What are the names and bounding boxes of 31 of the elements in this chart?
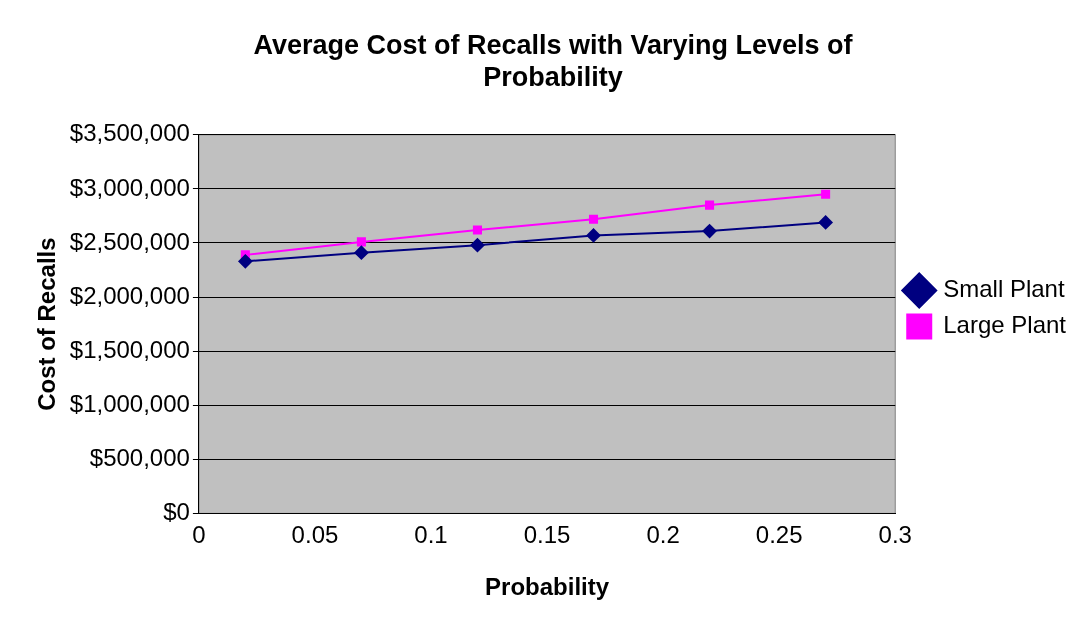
point — [705, 200, 715, 210]
x-tick-label: 0 — [192, 521, 206, 549]
point — [586, 228, 601, 243]
legend-label: Small Plant — [943, 275, 1065, 303]
point — [238, 254, 253, 269]
x-tick-label: 0.1 — [414, 521, 448, 549]
x-tick-label: 0.15 — [523, 521, 571, 549]
y-axis-title: Cost of Recalls — [33, 237, 61, 411]
y-tick-label: $3,000,000 — [69, 173, 190, 201]
x-axis-title: Probability — [485, 573, 610, 601]
x-tick-label: 0.3 — [878, 521, 912, 549]
y-tick-label: $0 — [163, 498, 190, 526]
chart-title: Average Cost of Recalls with Varying Levels of Probability — [253, 29, 854, 93]
y-tick-label: $3,500,000 — [69, 119, 190, 147]
y-tick-label: $2,000,000 — [69, 281, 190, 309]
legend-label: Large Plant — [943, 311, 1067, 339]
y-tick-label: $1,500,000 — [69, 335, 190, 363]
point — [821, 189, 831, 199]
point — [472, 225, 482, 235]
point — [354, 245, 369, 260]
point — [356, 237, 366, 247]
x-tick-label: 0.2 — [646, 521, 680, 549]
y-tick-label: $2,500,000 — [69, 227, 190, 255]
point — [470, 238, 485, 253]
x-tick-label: 0.05 — [291, 521, 339, 549]
y-tick-label: $1,000,000 — [69, 389, 190, 417]
point — [588, 214, 599, 224]
x-tick-label: 0.25 — [755, 521, 803, 549]
y-tick-label: $500,000 — [89, 443, 190, 471]
point — [818, 215, 833, 230]
point — [702, 224, 717, 239]
